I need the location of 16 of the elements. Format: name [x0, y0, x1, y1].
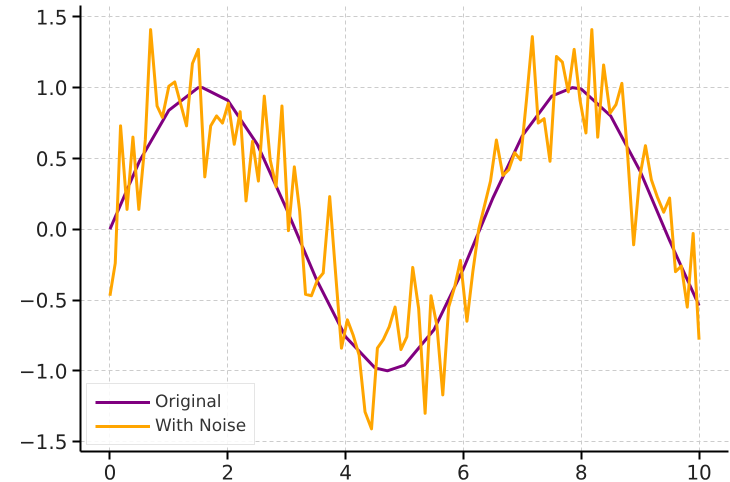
x-tick-label: 2 — [221, 460, 234, 482]
y-tick-label: 1.0 — [36, 76, 68, 100]
legend-label: With Noise — [155, 416, 246, 436]
x-tick-label: 4 — [339, 460, 352, 482]
y-tick-label: −1.0 — [18, 359, 68, 384]
x-tick-label: 0 — [104, 460, 116, 482]
y-tick-label: 1.5 — [36, 5, 68, 30]
x-tick-label: 10 — [686, 460, 712, 482]
y-tick-label: −1.5 — [18, 430, 68, 454]
y-tick-label: 0.5 — [36, 146, 68, 171]
y-tick-label: −0.5 — [18, 288, 68, 312]
x-tick-label: 6 — [457, 460, 470, 482]
legend-label: Original — [155, 392, 222, 412]
line-series — [108, 28, 701, 430]
x-tick-label: 8 — [574, 460, 588, 482]
y-tick-label: 0.0 — [36, 218, 68, 242]
